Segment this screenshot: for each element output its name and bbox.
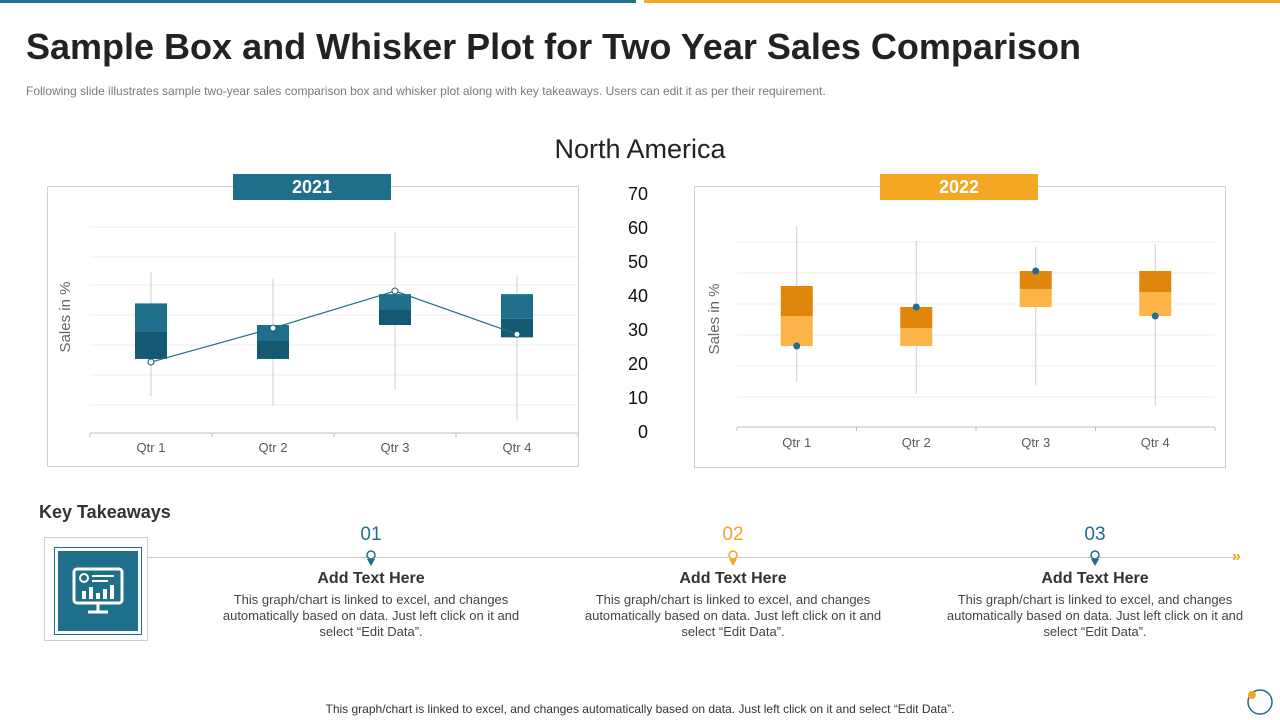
box-lower-quartile bbox=[501, 318, 533, 338]
takeaway-item-1: 01 Add Text Here This graph/chart is lin… bbox=[221, 524, 521, 640]
monitor-chart-icon bbox=[54, 547, 142, 635]
shared-y-axis: 70 60 50 40 30 20 10 0 bbox=[612, 184, 660, 446]
y-tick-label: 10 bbox=[627, 388, 648, 408]
chart-2021[interactable]: Sales in % Qtr 1 Qtr 2 Qtr 3 Qtr 4 bbox=[48, 187, 578, 466]
y-tick-label: 0 bbox=[637, 422, 648, 442]
x-category-label: Qtr 1 bbox=[137, 440, 166, 455]
footer-note: This graph/chart is linked to excel, and… bbox=[325, 702, 955, 716]
box-upper-quartile bbox=[501, 294, 533, 319]
box-upper-quartile bbox=[900, 307, 933, 328]
map-pin-icon bbox=[583, 548, 883, 568]
takeaway-item-3: 03 Add Text Here This graph/chart is lin… bbox=[945, 524, 1245, 640]
box-upper-quartile bbox=[379, 294, 411, 310]
box-lower-quartile bbox=[379, 309, 411, 325]
mean-marker bbox=[1151, 312, 1159, 320]
x-category-label: Qtr 3 bbox=[381, 440, 410, 455]
y-tick-label: 20 bbox=[627, 354, 648, 374]
double-chevron-right-icon: » bbox=[1232, 548, 1241, 565]
mean-marker bbox=[269, 324, 277, 332]
box-lower-quartile bbox=[1139, 292, 1172, 316]
box-lower-quartile bbox=[257, 340, 289, 359]
box-upper-quartile bbox=[1019, 271, 1052, 289]
x-category-label: Qtr 2 bbox=[259, 440, 288, 455]
box-lower-quartile bbox=[900, 328, 933, 346]
key-takeaways-title: Key Takeaways bbox=[39, 502, 171, 522]
x-category-label: Qtr 2 bbox=[902, 435, 931, 450]
logo-ring-icon bbox=[1246, 688, 1274, 716]
region-title: North America bbox=[554, 134, 726, 164]
top-accent-bar-blue bbox=[0, 0, 636, 3]
box-upper-quartile bbox=[1139, 271, 1172, 292]
mean-marker bbox=[147, 358, 155, 366]
chart-2022[interactable]: Sales in % Qtr 1 Qtr 2 Qtr 3 Qtr 4 bbox=[695, 187, 1225, 467]
chart-2021-panel[interactable]: Sales in % Qtr 1 Qtr 2 Qtr 3 Qtr 4 bbox=[47, 186, 579, 467]
y-axis-label: Sales in % bbox=[706, 284, 723, 355]
x-category-label: Qtr 3 bbox=[1021, 435, 1050, 450]
box-upper-quartile bbox=[780, 286, 813, 316]
map-pin-icon bbox=[221, 548, 521, 568]
box-lower-quartile bbox=[1019, 289, 1052, 307]
box-lower-quartile bbox=[780, 316, 813, 346]
takeaway-item-2: 02 Add Text Here This graph/chart is lin… bbox=[583, 524, 883, 640]
box-upper-quartile bbox=[257, 325, 289, 341]
takeaway-heading: Add Text Here bbox=[679, 570, 787, 587]
takeaway-heading: Add Text Here bbox=[317, 570, 425, 587]
x-category-label: Qtr 4 bbox=[503, 440, 532, 455]
key-takeaways-icon-frame bbox=[44, 537, 148, 641]
takeaway-number: 01 bbox=[360, 524, 382, 545]
x-category-label: Qtr 4 bbox=[1141, 435, 1170, 450]
mean-marker bbox=[1032, 267, 1040, 275]
y-tick-label: 30 bbox=[627, 320, 648, 340]
year-badge-2021: 2021 bbox=[233, 174, 391, 200]
y-tick-label: 60 bbox=[627, 218, 648, 238]
y-axis-label: Sales in % bbox=[57, 282, 74, 353]
y-tick-label: 70 bbox=[627, 184, 648, 204]
takeaway-heading: Add Text Here bbox=[1041, 570, 1149, 587]
mean-marker bbox=[912, 303, 920, 311]
takeaway-body: This graph/chart is linked to excel, and… bbox=[946, 592, 1244, 639]
page-subtitle: Following slide illustrates sample two-y… bbox=[26, 84, 826, 98]
mean-marker bbox=[391, 287, 399, 295]
timeline-line bbox=[148, 557, 1236, 558]
mean-marker bbox=[793, 342, 801, 350]
chart-2022-panel[interactable]: Sales in % Qtr 1 Qtr 2 Qtr 3 Qtr 4 bbox=[694, 186, 1226, 468]
map-pin-icon bbox=[945, 548, 1245, 568]
y-tick-label: 50 bbox=[627, 252, 648, 272]
takeaway-number: 03 bbox=[1084, 524, 1106, 545]
year-badge-2022: 2022 bbox=[880, 174, 1038, 200]
box-upper-quartile bbox=[135, 303, 167, 332]
y-tick-label: 40 bbox=[627, 286, 648, 306]
takeaway-body: This graph/chart is linked to excel, and… bbox=[584, 592, 882, 639]
box-lower-quartile bbox=[135, 331, 167, 359]
takeaway-number: 02 bbox=[722, 524, 744, 545]
takeaway-body: This graph/chart is linked to excel, and… bbox=[222, 592, 520, 639]
top-accent-bar-orange bbox=[644, 0, 1280, 3]
page-title: Sample Box and Whisker Plot for Two Year… bbox=[26, 26, 1081, 67]
mean-trend-line bbox=[150, 290, 518, 363]
x-category-label: Qtr 1 bbox=[782, 435, 811, 450]
mean-marker bbox=[513, 330, 521, 338]
